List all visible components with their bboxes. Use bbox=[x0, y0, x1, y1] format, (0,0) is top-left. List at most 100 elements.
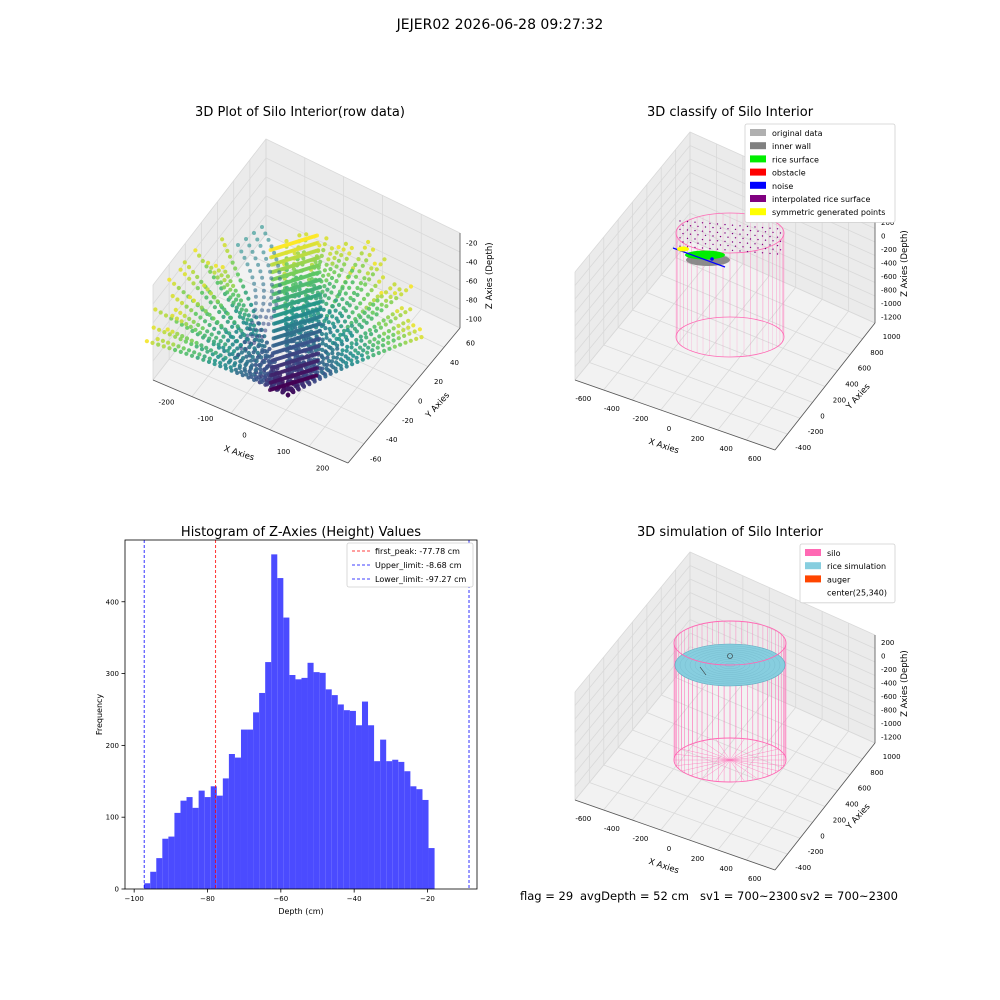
raw-point bbox=[329, 290, 334, 295]
raw-point bbox=[248, 268, 253, 273]
raw-point bbox=[304, 232, 309, 237]
interpolated-point bbox=[704, 234, 707, 237]
silo-floor-line bbox=[729, 738, 745, 761]
raw-point bbox=[316, 248, 321, 253]
raw-point bbox=[403, 340, 408, 345]
raw-point bbox=[334, 264, 339, 269]
x-tick-label: -200 bbox=[632, 835, 648, 843]
raw-point bbox=[173, 307, 178, 312]
raw-point bbox=[208, 348, 214, 353]
raw-point bbox=[231, 335, 236, 340]
raw-point bbox=[397, 287, 402, 292]
raw-point bbox=[349, 245, 354, 251]
silo-floor-line bbox=[690, 759, 731, 776]
raw-point bbox=[309, 349, 314, 354]
raw-point bbox=[318, 314, 323, 319]
raw-point bbox=[350, 310, 355, 315]
raw-point bbox=[222, 243, 227, 248]
raw-point bbox=[316, 255, 321, 260]
raw-point bbox=[339, 267, 344, 272]
raw-point bbox=[269, 276, 274, 281]
raw-point bbox=[325, 362, 330, 367]
raw-point bbox=[353, 262, 358, 267]
interpolated-point bbox=[712, 235, 714, 237]
y-axis-label: Y Axies bbox=[423, 390, 452, 421]
raw-point bbox=[386, 340, 391, 345]
raw-point bbox=[250, 354, 255, 360]
raw-point bbox=[332, 324, 337, 329]
raw-point bbox=[336, 258, 341, 263]
interpolated-point bbox=[682, 232, 684, 235]
histogram-bar bbox=[404, 771, 411, 889]
raw-point bbox=[371, 353, 376, 358]
legend-swatch bbox=[750, 129, 766, 136]
grid-line bbox=[574, 239, 876, 381]
interpolated-point bbox=[724, 232, 726, 234]
interpolated-point bbox=[697, 242, 699, 244]
interpolated-point bbox=[697, 234, 699, 236]
raw-point bbox=[215, 320, 220, 325]
x-tick-label: 600 bbox=[748, 875, 761, 883]
back-wall-right bbox=[266, 139, 460, 328]
raw-point bbox=[202, 354, 207, 359]
raw-point bbox=[187, 316, 192, 321]
raw-point bbox=[191, 281, 196, 286]
interpolated-point bbox=[682, 241, 684, 243]
silo-floor-line bbox=[729, 759, 779, 772]
raw-point bbox=[340, 297, 345, 302]
raw-point bbox=[347, 303, 352, 308]
interpolated-point bbox=[709, 231, 711, 233]
raw-point bbox=[234, 339, 240, 344]
raw-point bbox=[404, 288, 409, 293]
raw-point bbox=[348, 351, 353, 356]
raw-point bbox=[236, 243, 240, 247]
y-tick-label: -200 bbox=[808, 428, 824, 436]
raw-point bbox=[349, 323, 354, 328]
histogram-bar bbox=[247, 729, 254, 889]
raw-point bbox=[259, 370, 264, 375]
raw-point bbox=[358, 301, 363, 306]
histogram-bar bbox=[361, 701, 369, 889]
histogram-bar bbox=[289, 675, 296, 889]
interpolated-point bbox=[719, 244, 722, 246]
interpolated-point bbox=[776, 236, 779, 238]
interpolated-point bbox=[686, 229, 689, 231]
raw-point bbox=[234, 305, 239, 310]
raw-point bbox=[253, 294, 258, 299]
legend-label: obstacle bbox=[772, 169, 806, 178]
interpolated-point bbox=[679, 228, 681, 231]
raw-point bbox=[374, 312, 379, 317]
histogram-bar bbox=[368, 725, 375, 889]
raw-point bbox=[340, 286, 345, 291]
raw-point bbox=[218, 280, 223, 285]
raw-point bbox=[366, 239, 371, 245]
raw-point bbox=[198, 330, 203, 335]
raw-point bbox=[253, 362, 258, 367]
classify-3d-plot: -600 -400 -200 0 200 400 600 -400 -200 0 200 400 600… bbox=[540, 95, 920, 475]
silo-top-rim bbox=[675, 212, 785, 254]
grid-line bbox=[632, 309, 826, 387]
interpolated-point bbox=[754, 251, 756, 253]
raw-point bbox=[351, 290, 357, 296]
grid-line bbox=[646, 292, 838, 371]
raw-point bbox=[393, 316, 398, 321]
interpolated-point bbox=[731, 232, 734, 235]
raw-point bbox=[319, 331, 325, 337]
raw-point bbox=[207, 312, 212, 317]
raw-point bbox=[369, 266, 374, 271]
raw-point bbox=[211, 275, 216, 280]
interpolated-point bbox=[689, 225, 692, 227]
interpolated-point bbox=[719, 227, 722, 229]
histogram-bar bbox=[331, 695, 338, 889]
raw-point bbox=[176, 344, 181, 349]
raw-point bbox=[178, 267, 183, 272]
raw-point bbox=[222, 307, 227, 312]
raw-point bbox=[222, 278, 227, 283]
z-tick-label: -1000 bbox=[881, 300, 901, 308]
raw-point bbox=[277, 289, 282, 294]
raw-point bbox=[324, 278, 329, 283]
raw-point bbox=[315, 233, 319, 238]
interpolated-point bbox=[754, 243, 756, 245]
raw-point bbox=[317, 270, 322, 275]
raw-point bbox=[237, 363, 242, 368]
